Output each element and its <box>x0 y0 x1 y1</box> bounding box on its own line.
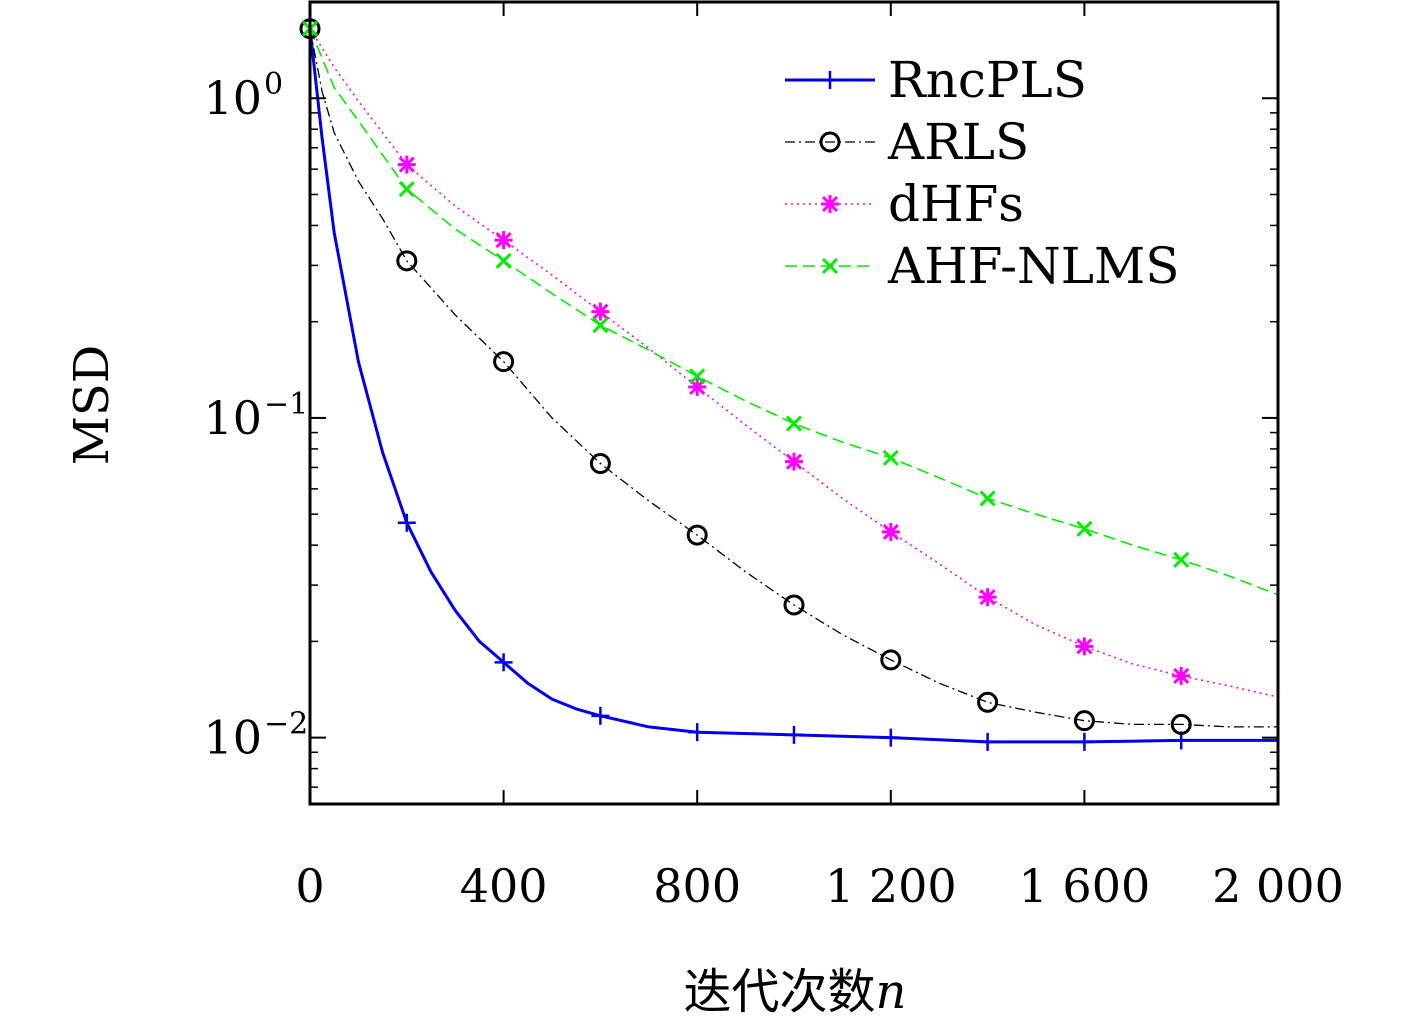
y-tick-exponent: 0 <box>264 67 283 102</box>
x-tick-label: 2 000 <box>1212 859 1344 913</box>
y-tick-label: 10 <box>203 391 262 445</box>
series-marker-ahf-nlms <box>1076 520 1093 537</box>
series-layer <box>308 28 1279 744</box>
series-marker-ahf-nlms <box>979 490 996 507</box>
plot-frame <box>308 0 1280 806</box>
series-marker-rncpls <box>494 653 513 672</box>
x-tick-label: 800 <box>653 859 741 913</box>
y-tick-exponent: −2 <box>264 707 308 742</box>
series-marker-dhfs <box>1172 666 1191 685</box>
x-tick-label: 1 600 <box>1019 859 1151 913</box>
legend-item-arls: ARLS <box>785 113 1029 171</box>
x-axis-label-text: 迭代次数 <box>684 964 876 1020</box>
series-line-dhfs <box>309 28 1279 698</box>
y-tick-exponent: −1 <box>264 387 308 422</box>
series-marker-arls <box>396 250 418 272</box>
series-line-arls <box>309 28 1278 728</box>
x-tick-label: 0 <box>295 859 324 913</box>
series-line-ahf-nlms <box>309 28 1279 596</box>
series-marker-ahf-nlms <box>592 317 609 334</box>
series-marker-arls <box>1170 713 1192 735</box>
x-tick-label: 1 200 <box>825 859 957 913</box>
y-tick-label: 10 <box>203 711 262 765</box>
legend-item-ahf-nlms: AHF-NLMS <box>785 237 1179 295</box>
legend-label: AHF-NLMS <box>887 237 1179 295</box>
series-marker-dhfs <box>591 302 610 321</box>
series-marker-ahf-nlms <box>689 368 706 385</box>
series-marker-ahf-nlms <box>785 415 803 432</box>
series-marker-dhfs <box>785 452 803 471</box>
series-marker-ahf-nlms <box>882 449 899 466</box>
x-axis-label-var: n <box>876 964 907 1020</box>
series-marker-arls <box>783 594 805 616</box>
series-marker-rncpls <box>591 706 610 725</box>
x-axis-label: 迭代次数n <box>684 964 907 1020</box>
series-marker-arls <box>880 649 902 671</box>
series-marker-arls <box>493 351 515 373</box>
marker-layer <box>299 18 1192 751</box>
series-marker-ahf-nlms <box>398 180 415 198</box>
legend-label: RncPLS <box>888 51 1087 109</box>
legend-label: dHFs <box>888 175 1024 233</box>
series-marker-dhfs <box>397 155 416 174</box>
legend-item-dhfs: dHFs <box>785 175 1024 233</box>
series-marker-arls <box>977 691 999 713</box>
series-marker-rncpls <box>397 513 416 532</box>
legend-marker <box>821 257 839 275</box>
series-line-rncpls <box>308 28 1278 744</box>
series-marker-ahf-nlms <box>495 252 512 269</box>
series-marker-rncpls <box>785 725 803 744</box>
y-tick-label: 10 <box>203 71 262 125</box>
legend-marker <box>821 71 839 89</box>
legend-item-rncpls: RncPLS <box>785 51 1087 109</box>
series-marker-dhfs <box>978 588 997 607</box>
series-marker-rncpls <box>881 728 900 747</box>
series-marker-rncpls <box>1075 732 1094 751</box>
series-marker-arls <box>686 524 708 546</box>
series-marker-ahf-nlms <box>1173 551 1190 568</box>
series-marker-dhfs <box>494 231 513 250</box>
legend-label: ARLS <box>887 113 1029 171</box>
series-marker-rncpls <box>688 723 707 742</box>
legend-marker <box>821 195 839 213</box>
series-marker-dhfs <box>1075 637 1094 656</box>
y-axis-label: MSD <box>64 345 120 466</box>
x-tick-label: 400 <box>460 859 548 913</box>
legend-marker <box>819 131 841 153</box>
series-marker-rncpls <box>978 732 997 751</box>
series-marker-dhfs <box>881 522 900 541</box>
series-marker-arls <box>1073 710 1095 732</box>
series-marker-arls <box>589 453 611 475</box>
